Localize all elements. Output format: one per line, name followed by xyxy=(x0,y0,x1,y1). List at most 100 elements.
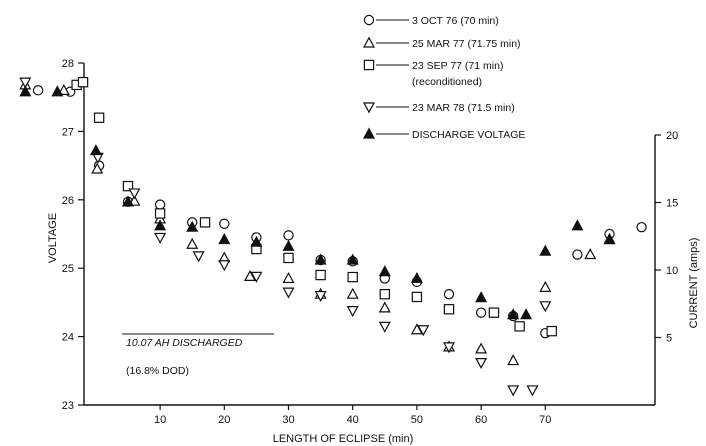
data-point xyxy=(199,217,211,228)
legend: 3 OCT 76 (70 min) 25 MAR 77 (71.75 min) 23… xyxy=(362,14,525,141)
data-point xyxy=(77,76,89,88)
data-point xyxy=(93,112,105,123)
data-point xyxy=(488,307,500,318)
y-tick-label: 27 xyxy=(62,126,74,138)
data-point xyxy=(572,249,583,260)
series-1 xyxy=(19,78,616,366)
data-point xyxy=(32,85,44,96)
data-point xyxy=(603,233,616,245)
data-point xyxy=(346,253,359,265)
tick-marks xyxy=(78,62,661,410)
data-point xyxy=(218,260,231,272)
data-point xyxy=(520,308,533,320)
data-point xyxy=(571,219,584,231)
x-axis-title: LENGTH OF ECLIPSE (min) xyxy=(273,433,414,445)
data-point xyxy=(442,342,456,354)
legend-marker xyxy=(362,36,376,48)
y2-axis-title: CURRENT (amps) xyxy=(688,238,700,329)
data-point xyxy=(514,321,525,332)
data-point xyxy=(282,272,295,284)
x-tick-label: 10 xyxy=(154,414,166,426)
data-point xyxy=(378,321,391,333)
y2-tick-label: 5 xyxy=(666,333,672,345)
legend-marker xyxy=(363,59,375,71)
legend-marker xyxy=(363,14,375,26)
data-point xyxy=(346,287,359,299)
data-point xyxy=(282,287,295,299)
series-2 xyxy=(71,76,557,337)
data-point xyxy=(282,239,295,251)
y-axis-title: VOLTAGE xyxy=(47,213,59,263)
series-0 xyxy=(32,85,647,339)
data-point xyxy=(584,248,597,260)
data-point xyxy=(546,325,557,337)
data-point xyxy=(192,251,205,263)
data-points xyxy=(19,76,647,397)
legend-label: 23 SEP 77 (71 min) (reconditioned) xyxy=(412,60,503,88)
series-3 xyxy=(19,77,552,397)
y-tick-label: 25 xyxy=(62,263,74,275)
data-point xyxy=(507,385,520,397)
data-point xyxy=(122,180,134,192)
data-point xyxy=(314,290,327,303)
data-point xyxy=(507,308,520,320)
y-tick-label: 26 xyxy=(62,195,74,207)
data-point xyxy=(539,280,552,292)
y-tick-label: 28 xyxy=(62,58,74,70)
data-point xyxy=(19,77,32,89)
data-point xyxy=(315,269,326,281)
data-point xyxy=(186,220,199,232)
data-point xyxy=(410,323,423,335)
x-tick-label: 60 xyxy=(475,414,487,426)
x-tick-label: 30 xyxy=(282,414,294,426)
y2-tick-label: 10 xyxy=(666,265,678,277)
annotation-discharged: 10.07 AH DISCHARGED xyxy=(126,337,243,349)
legend-marker xyxy=(362,127,376,139)
data-point xyxy=(417,325,430,337)
y2-tick-label: 15 xyxy=(666,198,678,210)
y2-tick-label: 20 xyxy=(666,130,678,142)
data-point xyxy=(154,232,167,244)
data-point xyxy=(475,307,487,318)
data-point xyxy=(283,252,294,264)
tick-labels: 23 24 25 26 27 28 5 10 15 20 10 20 30 40 50 60 70 xyxy=(62,58,679,426)
data-point xyxy=(314,253,327,265)
x-tick-label: 70 xyxy=(539,414,551,426)
legend-label: 25 MAR 77 (71.75 min) xyxy=(412,38,521,50)
data-point xyxy=(57,83,70,95)
data-point xyxy=(154,219,167,231)
data-point xyxy=(410,272,423,284)
y-tick-label: 23 xyxy=(62,400,74,412)
data-point xyxy=(128,188,141,200)
annotation-dod: (16.8% DOD) xyxy=(126,365,189,377)
data-point xyxy=(378,265,391,277)
data-point xyxy=(250,271,263,283)
data-point xyxy=(154,208,166,219)
data-point xyxy=(526,385,539,397)
data-point xyxy=(507,354,520,366)
data-point xyxy=(475,357,488,370)
x-tick-label: 40 xyxy=(347,414,359,426)
data-point xyxy=(636,221,647,233)
data-point xyxy=(346,306,359,318)
data-point xyxy=(411,291,423,303)
data-point xyxy=(475,342,488,354)
y-tick-label: 24 xyxy=(62,332,74,344)
x-tick-label: 50 xyxy=(411,414,423,426)
data-point xyxy=(443,288,455,300)
data-point xyxy=(91,162,104,174)
data-point xyxy=(443,304,455,315)
data-point xyxy=(378,301,391,313)
legend-label: DISCHARGE VOLTAGE xyxy=(412,129,525,141)
data-point xyxy=(475,291,488,303)
data-point xyxy=(250,235,263,247)
data-point xyxy=(51,85,64,97)
series-4 xyxy=(19,85,616,320)
data-point xyxy=(539,301,552,313)
x-tick-label: 20 xyxy=(218,414,230,426)
data-point xyxy=(219,218,230,229)
data-point xyxy=(121,195,135,207)
data-point xyxy=(283,230,294,241)
data-point xyxy=(347,271,358,283)
